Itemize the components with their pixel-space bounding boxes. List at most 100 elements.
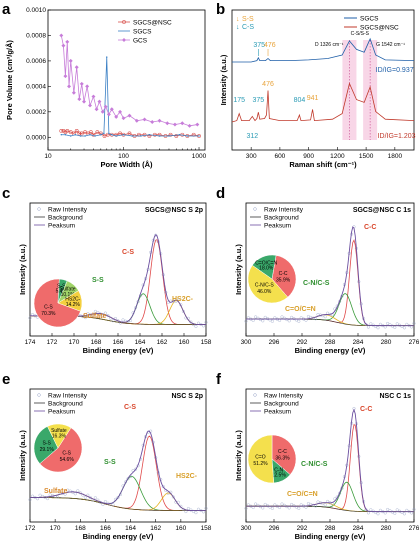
point-a-sgcsnsc	[74, 129, 79, 133]
legend-marker-a	[122, 20, 126, 24]
legend-marker	[37, 207, 41, 211]
peak-label: C-C	[360, 406, 372, 413]
raw-point	[287, 506, 291, 510]
xtick-label: 170	[50, 525, 61, 532]
xtick-label: 280	[381, 525, 392, 532]
xaxis-label: Binding energy (eV)	[295, 346, 366, 355]
pie-slice	[271, 255, 297, 298]
peak-label: HS2C-	[176, 473, 198, 480]
pie-slice	[47, 423, 72, 449]
raw-point	[194, 324, 198, 328]
point-a-sgcsnsc	[95, 130, 100, 135]
legend-label: Background	[48, 214, 83, 221]
xaxis-label: Binding energy (eV)	[295, 532, 366, 541]
panel-title: NSC C 1s	[379, 393, 411, 400]
raw-point	[316, 312, 320, 316]
raw-point	[290, 315, 294, 319]
legend-label: Peaksum	[48, 408, 75, 415]
pie-slice-value: 18.0%	[259, 265, 274, 271]
pie-slice	[33, 278, 81, 328]
raw-point	[376, 326, 380, 330]
raw-point	[189, 320, 193, 324]
xtick-label-b: 900	[303, 153, 314, 160]
xtick-label: 280	[381, 339, 392, 346]
raw-point	[323, 503, 327, 507]
yaxis-label: Intensity (a.u.)	[18, 430, 27, 481]
point-a-gcs	[150, 120, 155, 124]
raw-point	[393, 325, 397, 329]
point-a-sgcsnsc	[152, 132, 157, 137]
panel-label-e: e	[2, 371, 10, 388]
point-a-sgcs	[186, 135, 189, 137]
peak-label-b: 941	[307, 95, 319, 102]
legend-symbol-label-b: C-S	[242, 24, 254, 31]
legend-label: Raw Intensity	[48, 392, 88, 399]
pie-slice-label: C=O	[255, 454, 266, 460]
raw-point	[38, 493, 42, 497]
pie-slice	[251, 254, 277, 280]
point-a-gcs	[71, 90, 76, 95]
legend-arrow-b: ↓	[236, 16, 240, 23]
point-a-sgcsnsc	[63, 130, 68, 135]
raw-point	[263, 502, 267, 506]
panel-label-f: f	[216, 371, 222, 388]
point-a-sgcsnsc	[174, 134, 179, 138]
peak-label: S-S	[92, 277, 104, 284]
xtick-label-a: 10	[44, 153, 52, 160]
raw-point	[116, 496, 120, 500]
xtick-label: 292	[297, 339, 308, 346]
idig-ratio-sgcs: ID/IG=0.937	[376, 67, 414, 74]
yaxis-label-b: Intensity (a.u.)	[219, 54, 228, 105]
point-a-sgcs	[74, 134, 77, 136]
raw-point	[76, 489, 80, 493]
peak-label: C-C	[364, 224, 376, 231]
point-a-sgcs	[100, 134, 102, 136]
peak-label: Sulfate	[44, 488, 67, 495]
raw-point	[369, 508, 373, 512]
xtick-label: 292	[297, 525, 308, 532]
csiss-label: C-S/S-S	[351, 31, 370, 37]
peaksum-line	[29, 430, 207, 511]
xtick-label-b: 1200	[330, 153, 345, 160]
point-a-sgcs	[70, 135, 72, 137]
raw-point	[412, 321, 416, 325]
pie-slice-value: 5.4%	[56, 289, 68, 295]
legend-label: Raw Intensity	[48, 206, 88, 213]
raw-point	[88, 496, 92, 500]
ytick-label-a: 0.0004	[26, 83, 46, 90]
point-a-sgcsnsc	[142, 132, 147, 137]
peak-label-b: 375	[253, 42, 265, 49]
point-a-gcs	[67, 84, 72, 89]
raw-point	[402, 512, 406, 516]
xtick-label: 164	[125, 525, 136, 532]
legend-label-a: SGCS	[133, 28, 152, 35]
raw-point	[323, 315, 327, 319]
raw-point	[204, 320, 208, 324]
raw-point	[402, 326, 406, 330]
point-a-sgcs	[140, 135, 142, 137]
pie-slice	[39, 427, 83, 473]
raw-point	[154, 233, 158, 237]
g-band-label: G 1542 cm⁻¹	[376, 42, 405, 48]
yaxis-label: Intensity (a.u.)	[234, 430, 243, 481]
pie-slice-value: 36.3%	[275, 456, 290, 462]
point-a-gcs	[63, 74, 68, 79]
point-a-sgcs	[111, 134, 113, 136]
point-a-sgcs	[84, 135, 86, 137]
pie-slice-label: C-C	[279, 271, 288, 277]
xtick-label: 300	[241, 525, 252, 532]
pie-slice-label: C-S	[44, 304, 53, 310]
panel-title: SGCS@NSC C 1s	[353, 207, 411, 214]
ytick-label-a: 0.0006	[26, 58, 46, 65]
xtick-label: 172	[47, 339, 58, 346]
raw-point	[244, 506, 248, 510]
point-a-gcs	[85, 84, 90, 89]
point-a-gcs	[165, 121, 170, 126]
pie-slice-value: 16.3%	[52, 433, 67, 439]
pie-slice-value: 35.9%	[276, 277, 291, 283]
legend-marker	[37, 393, 41, 397]
legend-label: Peaksum	[264, 408, 291, 415]
legend-label: Raw Intensity	[264, 206, 304, 213]
raw-point	[412, 507, 416, 511]
point-a-gcs	[106, 112, 111, 117]
